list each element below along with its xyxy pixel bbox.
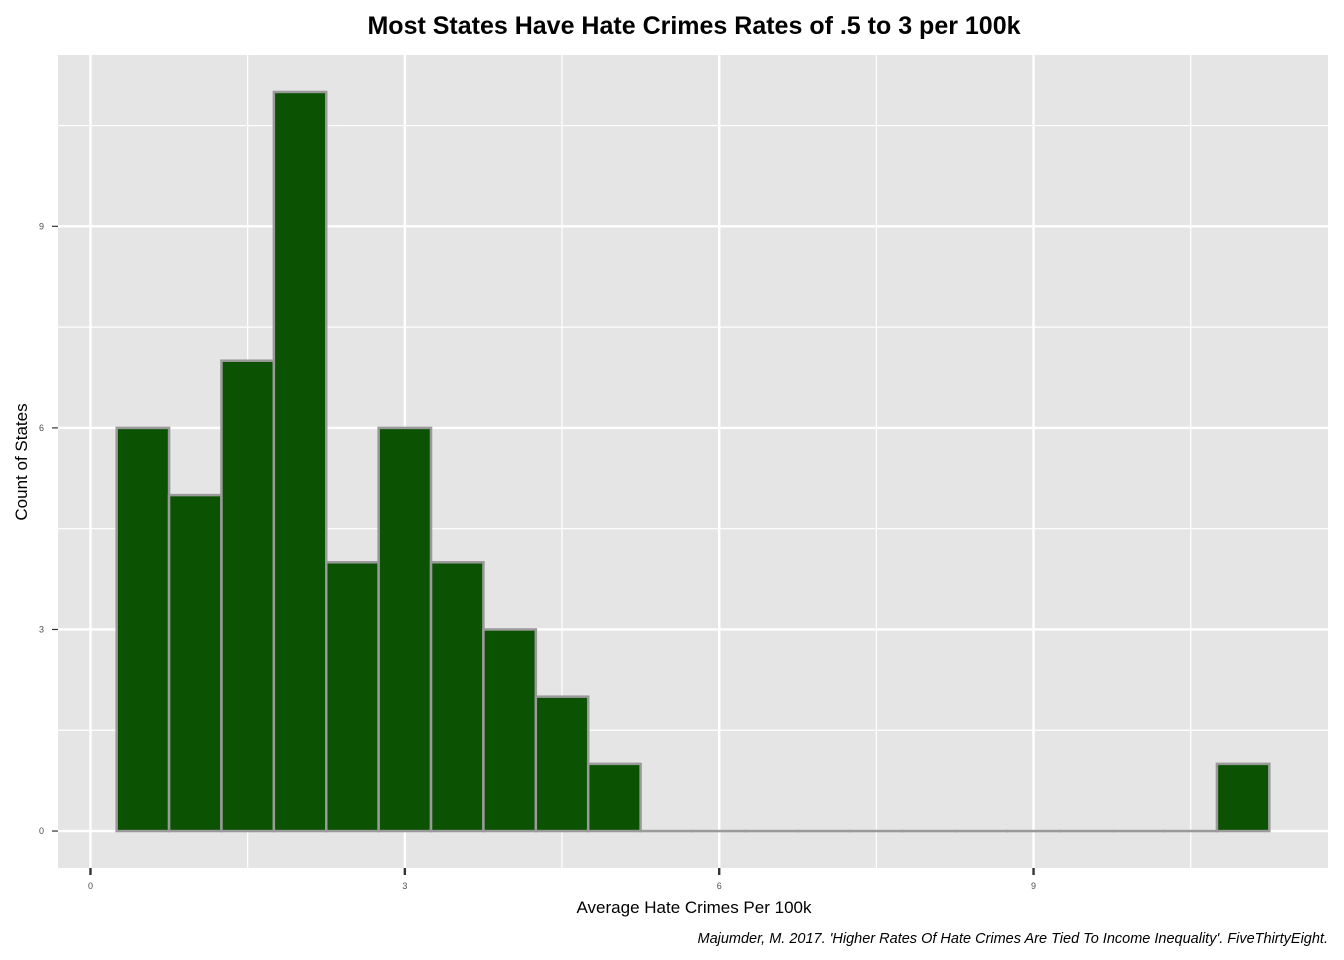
histogram-bar [220, 359, 276, 833]
histogram-bar [1215, 762, 1271, 833]
x-axis-title: Average Hate Crimes Per 100k [577, 898, 812, 917]
x-tick-label: 9 [1031, 881, 1036, 891]
histogram-bar [586, 762, 642, 833]
histogram-bar [377, 426, 433, 833]
y-tick-label: 6 [39, 423, 44, 433]
histogram-bar [482, 628, 538, 833]
histogram-bar [429, 561, 485, 833]
y-axis-title: Count of States [12, 403, 31, 520]
y-axis-ticks: 0 3 6 9 [39, 221, 58, 836]
histogram-bars [115, 90, 1271, 833]
histogram-bar [325, 561, 380, 833]
y-tick-label: 9 [39, 221, 44, 231]
x-tick-label: 0 [88, 881, 93, 891]
chart-title: Most States Have Hate Crimes Rates of .5… [367, 12, 1020, 40]
y-tick-label: 3 [39, 624, 44, 634]
histogram-bar [534, 695, 590, 833]
chart-caption: Majumder, M. 2017. 'Higher Rates Of Hate… [697, 931, 1328, 947]
histogram-bar [115, 426, 171, 833]
histogram-bar [167, 493, 223, 833]
histogram-bar [272, 90, 328, 833]
x-tick-label: 6 [717, 881, 722, 891]
x-axis-ticks: 0 3 6 9 [88, 868, 1036, 891]
y-tick-label: 0 [39, 826, 44, 836]
minor-grid-lines [58, 55, 1328, 868]
x-tick-label: 3 [402, 881, 407, 891]
